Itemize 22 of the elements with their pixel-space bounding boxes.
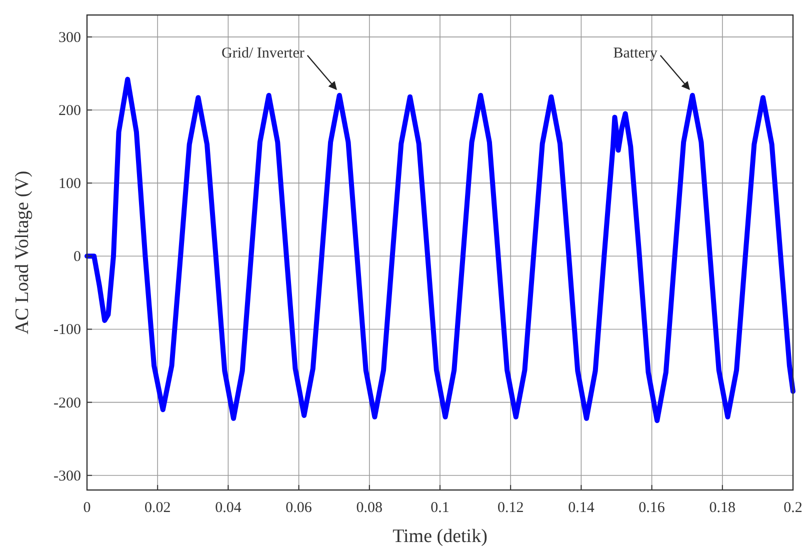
- annotation: Grid/ Inverter: [222, 45, 304, 62]
- y-axis-title: AC Load Voltage (V): [12, 170, 33, 334]
- x-tick-label: 0.16: [638, 500, 666, 516]
- x-tick-label: 0.2: [784, 500, 802, 516]
- x-tick-label: 0.08: [356, 500, 383, 516]
- y-tick-label: 100: [58, 176, 81, 192]
- x-tick-label: 0.06: [286, 500, 312, 516]
- y-tick-label: 0: [74, 249, 81, 266]
- x-tick-label: 0.12: [497, 500, 524, 516]
- y-tick-label: 300: [58, 30, 81, 46]
- y-tick-label: 200: [58, 103, 81, 119]
- y-tick-label: -300: [54, 468, 81, 484]
- y-tick-label: -200: [54, 395, 81, 412]
- x-tick-label: 0.04: [215, 500, 242, 516]
- annotation: Battery: [613, 45, 658, 62]
- y-tick-label: -100: [54, 322, 81, 338]
- x-tick-label: 0.1: [430, 500, 450, 516]
- x-tick-label: 0.02: [144, 500, 171, 516]
- x-tick-label: 0.14: [568, 500, 595, 516]
- x-tick-label: 0.18: [709, 500, 736, 516]
- x-axis-title: Time (detik): [392, 526, 488, 547]
- x-tick-label: 0: [83, 500, 91, 516]
